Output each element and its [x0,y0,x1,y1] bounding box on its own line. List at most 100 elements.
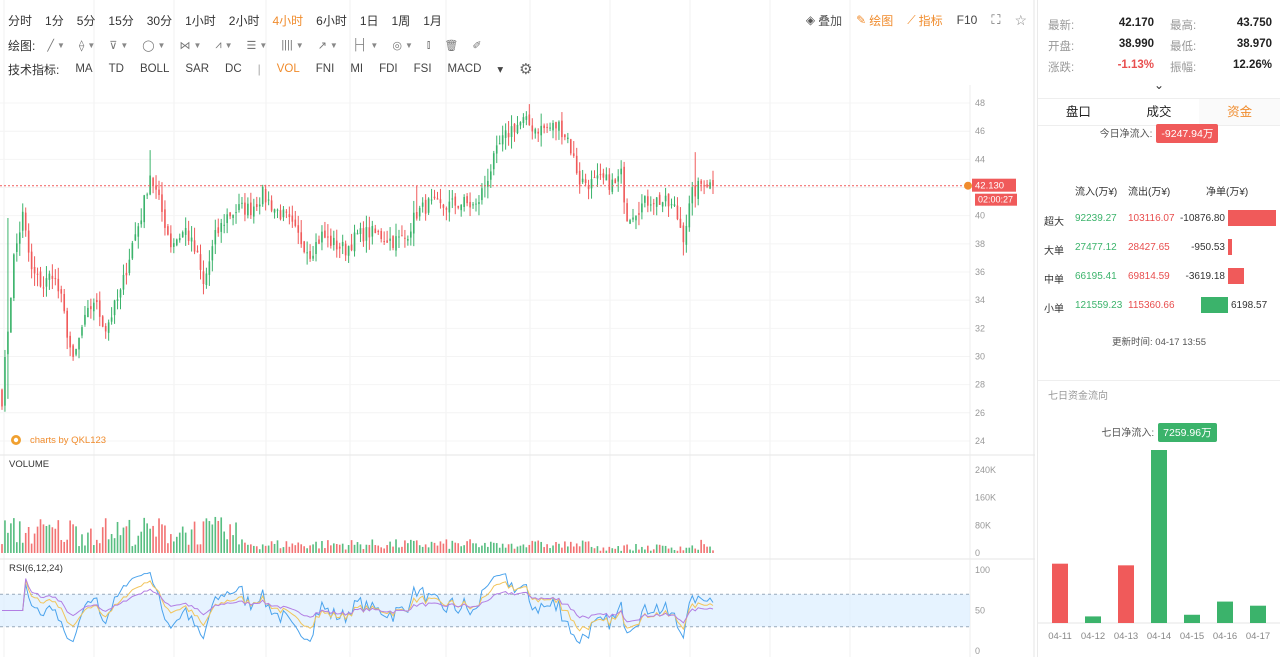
candle-body [1,389,3,407]
timeframe-0[interactable]: 分时 [8,13,33,28]
candle-body [410,231,412,238]
candle-body [167,226,169,235]
candle-body [110,317,113,322]
text-tool-icon[interactable]: ◎ ▼ [392,39,413,52]
volume-bar [42,524,45,553]
fork-tool-icon[interactable]: ⋈ ▼ [179,39,202,52]
indicator-mi[interactable]: MI [350,63,364,75]
flow-row-outflow: 28427.65 [1128,242,1170,253]
volume-bar [415,540,418,553]
volume-bar [371,539,374,553]
timeframe-5[interactable]: 1小时 [185,13,216,28]
tab-0[interactable]: 盘口 [1065,105,1091,119]
candle-body [670,204,673,206]
star-icon[interactable]: ☆ [1014,11,1027,28]
indicator-fni[interactable]: FNI [315,63,335,75]
indicator-vol[interactable]: VOL [276,63,300,75]
gann-tool-icon[interactable]: |||| ▼ [281,39,304,51]
volume-bar [338,544,341,553]
volume-bar [359,544,362,553]
fib-tool-icon[interactable]: ☰ ▼ [246,39,268,52]
overlay-button[interactable]: ◈ 叠加 [805,13,843,28]
volume-bar [181,526,184,553]
arrow-tool-icon[interactable]: ↗ ▼ [317,39,338,52]
volume-bar [525,547,528,553]
measure-tool-icon[interactable]: ├┤ ▼ [351,39,379,51]
timeframe-11[interactable]: 1月 [423,13,442,28]
candle-body [45,278,48,287]
candle-body [48,273,51,280]
candle-body [291,215,294,222]
brush-icon[interactable]: ✐ [472,39,482,52]
f10-button[interactable]: F10 [956,13,978,27]
timeframe-7[interactable]: 4小时 [272,13,304,28]
tab-1[interactable]: 成交 [1146,105,1172,119]
candle-body [593,177,596,179]
indicator-macd[interactable]: MACD [447,63,482,75]
candle-body [51,275,54,279]
indicator-button[interactable]: ⟋ 指标 [907,12,943,28]
volume-bar [229,524,231,553]
candle-body [282,209,285,218]
indicator-dc[interactable]: DC [225,63,242,75]
fullscreen-icon[interactable]: ⛶ [991,12,1001,27]
timeframe-10[interactable]: 1周 [391,13,411,28]
timeframe-6[interactable]: 2小时 [228,13,260,28]
volume-bar [276,540,279,553]
channel-tool-icon[interactable]: ⊽ ▼ [109,39,129,52]
kline-chart[interactable]: 4846444240383634323028262442.13002:00:27… [0,0,1035,657]
indicator-ma[interactable]: MA [75,63,93,75]
candle-body [273,209,276,213]
tab-2[interactable]: 资金 [1199,99,1280,125]
volume-bar [318,548,320,553]
candle-tool-icon[interactable]: ⫾ [426,38,431,51]
volume-bar [39,519,42,553]
candle-body [581,178,584,183]
settings-gear-icon[interactable]: ⚙ [519,61,533,78]
net-flow-bar [1228,210,1276,226]
timeframe-4[interactable]: 30分 [146,13,173,28]
volume-bar [158,518,160,553]
candle-body [442,204,445,208]
timeframe-9[interactable]: 1日 [359,13,379,28]
candle-body [712,180,714,186]
pattern-tool-icon[interactable]: ⩘ ▼ [215,38,233,51]
indicator-sar[interactable]: SAR [185,63,210,75]
volume-bar [1,544,3,553]
ray-tool-icon[interactable]: ⟠ ▼ [78,39,96,52]
chevron-down-icon[interactable]: ⌄ [1154,78,1165,92]
flow-row-inflow: 121559.23 [1075,300,1123,311]
volume-bar [232,535,234,553]
line-tool-icon[interactable]: ╱ ▼ [47,39,65,52]
volume-bar [208,521,211,553]
net-flow-bar [1228,239,1233,255]
timeframe-2[interactable]: 5分 [76,13,96,28]
volume-bar [122,527,125,553]
candle-body [78,337,80,350]
indicator-fsi[interactable]: FSI [413,63,432,75]
indicator-fdi[interactable]: FDI [379,63,398,75]
candle-body [211,246,214,261]
trash-icon[interactable]: 🗑 [444,39,459,52]
volume-bar [694,548,697,553]
candle-body [285,211,288,213]
indicator-boll[interactable]: BOLL [139,63,170,75]
candle-body [247,203,249,216]
indicator-td[interactable]: TD [108,63,124,75]
timeframe-3[interactable]: 15分 [108,13,134,28]
timeframe-1[interactable]: 1分 [45,13,64,28]
candle-body [457,205,460,208]
volume-bar [478,547,480,553]
candle-body [584,179,587,183]
draw-button[interactable]: ✎ 绘图 [856,13,894,28]
volume-bar [466,541,468,553]
volume-bar [125,526,128,553]
candle-body [131,242,134,259]
volume-bar [199,544,202,553]
timeframe-8[interactable]: 6小时 [316,13,347,28]
indicator-more-icon[interactable]: ▾ [497,64,504,76]
candle-body [238,204,240,211]
circle-tool-icon[interactable]: ◯ ▼ [142,39,166,52]
volume-bar [389,541,391,553]
seven-day-bar [1151,450,1167,623]
